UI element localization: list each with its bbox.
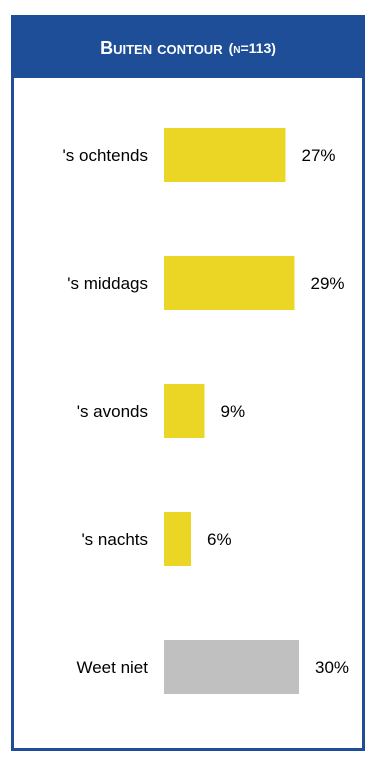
sample-size-label: (n=113) [228,40,276,56]
category-label: Weet niet [76,658,148,677]
bar [164,384,205,438]
bar [164,640,299,694]
value-label: 9% [221,402,246,421]
bar-chart: 's ochtends 27% 's middags 29% 's avonds 9% 's… [14,78,362,748]
category-label: 's avonds [77,402,148,421]
category-label: 's nachts [81,530,148,549]
value-label: 27% [302,146,336,165]
value-label: 30% [315,658,349,677]
bar [164,256,295,310]
value-label: 29% [311,274,345,293]
chart-header: Buiten contour (n=113) [14,18,362,78]
category-label: 's middags [67,274,148,293]
chart-panel: Buiten contour (n=113) 's ochtends 27%'s … [11,15,365,751]
value-label: 6% [207,530,232,549]
bar [164,512,191,566]
bar [164,128,286,182]
chart-title: Buiten contour [100,37,223,58]
category-label: 's ochtends [63,146,148,165]
bar-chart-svg: 's ochtends 27% 's middags 29% 's avonds 9% 's… [63,128,349,694]
